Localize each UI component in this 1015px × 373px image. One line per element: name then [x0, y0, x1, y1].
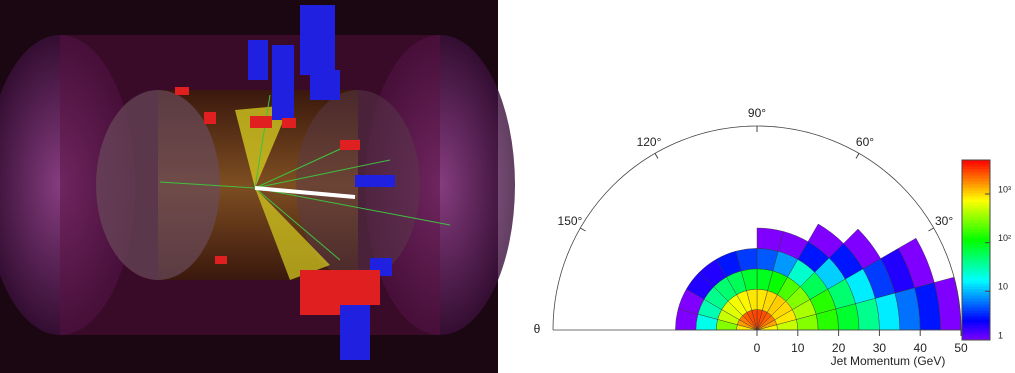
colorbar-segment [962, 286, 990, 290]
colorbar-segment [962, 328, 990, 332]
beam-line [254, 186, 356, 199]
colorbar-segment [962, 316, 990, 320]
cell [756, 227, 784, 252]
theta-tick-label: 30° [935, 214, 953, 228]
colorbar-segment [962, 172, 990, 176]
colorbar-segment [962, 199, 990, 203]
colorbar-segment [962, 280, 990, 284]
z-tick-label: 10 [998, 282, 1008, 292]
theta-tick [928, 227, 934, 232]
colorbar-segment [962, 259, 990, 263]
colorbar-segment [962, 184, 990, 188]
colorbar-segment [962, 322, 990, 326]
colorbar-segment [962, 325, 990, 329]
colorbar-segment [962, 274, 990, 278]
colorbar-segment [962, 250, 990, 254]
z-tick-label: 10² [998, 233, 1011, 243]
colorbar-segment [962, 319, 990, 323]
r-tick-label: 10 [791, 341, 805, 355]
colorbar-segment [962, 229, 990, 233]
tracks [159, 94, 451, 261]
colorbar-segment [962, 217, 990, 221]
colorbar-segment [962, 181, 990, 185]
colorbar-segment [962, 310, 990, 314]
colorbar-segment [962, 304, 990, 308]
colorbar-segment [962, 202, 990, 206]
x-axis-label: Jet Momentum (GeV) [831, 354, 946, 368]
colorbar-segment [962, 160, 990, 164]
z-tick-label: 1 [998, 330, 1003, 340]
colorbar-segment [962, 223, 990, 227]
jet-cone [255, 188, 330, 280]
colorbar-segment [962, 238, 990, 242]
colorbar-segment [962, 220, 990, 224]
colorbar-segment [962, 301, 990, 305]
colorbar-segment [962, 253, 990, 257]
colorbar-segment [962, 271, 990, 275]
theta-tick [855, 153, 860, 159]
colorbar-segment [962, 196, 990, 200]
cell [843, 228, 881, 270]
muon-towers [248, 5, 395, 360]
r-tick-label: 20 [832, 341, 846, 355]
colorbar-segment [962, 226, 990, 230]
calo-hits [175, 87, 380, 315]
r-tick-label: 40 [914, 341, 928, 355]
colorbar-segment [962, 190, 990, 194]
colorbar: 1 10 10² 10³ [961, 159, 1011, 341]
theta-tick-label: 60° [856, 135, 874, 149]
cell [898, 237, 935, 289]
colorbar-segment [962, 235, 990, 239]
r-tick-label: 30 [873, 341, 887, 355]
colorbar-segment [962, 292, 990, 296]
colorbar-segment [962, 187, 990, 191]
outer-arc [552, 125, 962, 331]
colorbar-segment [962, 214, 990, 218]
barrel-face [96, 90, 220, 280]
r-tick-label: 50 [954, 341, 968, 355]
event-display [0, 0, 515, 373]
cell [807, 223, 844, 259]
colorbar-segment [962, 289, 990, 293]
colorbar-segment [962, 178, 990, 182]
theta-tick-label: 120° [637, 135, 662, 149]
colorbar-segment [962, 265, 990, 269]
colorbar-segment [962, 331, 990, 335]
colorbar-segment [962, 193, 990, 197]
jet-cone [235, 105, 290, 188]
colorbar-segment [962, 337, 990, 341]
colorbar-segment [962, 232, 990, 236]
colorbar-segment [962, 298, 990, 302]
colorbar-segment [962, 283, 990, 287]
colorbar-segment [962, 169, 990, 173]
colorbar-segment [962, 268, 990, 272]
z-tick-label: 10³ [998, 184, 1011, 194]
theta-tick-label: 90° [748, 106, 766, 120]
theta-tick-label: 150° [558, 214, 583, 228]
colorbar-segment [962, 241, 990, 245]
theta-axis-label: θ [534, 322, 541, 336]
colorbar-segment [962, 256, 990, 260]
theta-tick [654, 153, 659, 159]
colorbar-segment [962, 247, 990, 251]
colorbar-segment [962, 205, 990, 209]
colorbar-segment [962, 334, 990, 338]
colorbar-frame [961, 159, 991, 341]
cell [855, 298, 880, 331]
colorbar-segment [962, 313, 990, 317]
colorbar-segment [962, 244, 990, 248]
theta-tick [580, 227, 586, 232]
colorbar-segment [962, 307, 990, 311]
colorbar-segment [962, 211, 990, 215]
colorbar-segment [962, 166, 990, 170]
r-tick-label: 0 [754, 341, 761, 355]
colorbar-segment [962, 262, 990, 266]
colorbar-segment [962, 175, 990, 179]
polar-plot: 0 10 20 30 40 50 30° 60° 90° 120° 150° [552, 106, 968, 355]
colorbar-segment [962, 208, 990, 212]
colorbar-segment [962, 295, 990, 299]
colorbar-segment [962, 277, 990, 281]
colorbar-segment [962, 163, 990, 167]
